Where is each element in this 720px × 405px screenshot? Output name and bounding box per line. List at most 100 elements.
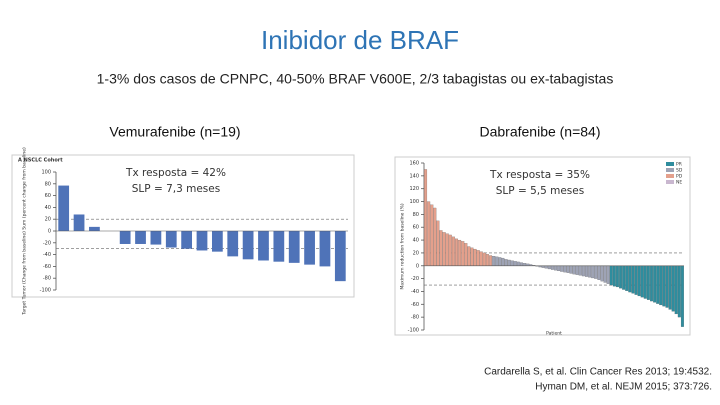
bar	[489, 255, 493, 266]
bar	[594, 265, 598, 279]
bar	[89, 226, 100, 231]
bar	[427, 201, 431, 266]
bar	[640, 265, 644, 298]
bar	[510, 260, 514, 266]
bar	[656, 265, 660, 304]
legend-swatch	[666, 168, 674, 172]
bar	[523, 263, 527, 266]
citation: Hyman DM, et al. NEJM 2015; 373:726.	[535, 382, 712, 393]
bar	[516, 261, 520, 266]
y-tick-label: -80	[43, 276, 51, 282]
bar	[448, 234, 452, 266]
bar	[495, 256, 499, 266]
bar	[557, 265, 561, 272]
bar	[504, 259, 508, 266]
bar	[665, 265, 669, 308]
bar	[165, 231, 177, 248]
legend-swatch	[666, 180, 674, 184]
y-axis-label: Maximum reduction from baseline (%)	[400, 203, 406, 290]
bar	[575, 265, 579, 275]
bar	[643, 265, 647, 299]
bar	[560, 265, 564, 272]
bar	[631, 265, 635, 294]
bar	[671, 265, 675, 312]
y-tick-label: 100	[41, 170, 51, 176]
bar	[73, 214, 85, 231]
legend-label: PR	[676, 162, 682, 168]
bar	[442, 232, 446, 266]
bar	[585, 265, 588, 277]
y-tick-label: -60	[43, 264, 51, 270]
bar	[544, 265, 548, 269]
bar	[615, 265, 619, 288]
bar	[498, 257, 502, 266]
bar	[628, 265, 632, 293]
bar	[606, 265, 610, 284]
bar	[482, 252, 486, 266]
y-tick-label: 140	[409, 173, 419, 179]
bar	[58, 185, 70, 231]
panel-frame	[394, 156, 691, 336]
y-tick-label: -20	[411, 276, 419, 282]
y-tick-label: 80	[413, 212, 419, 218]
bar	[492, 256, 496, 266]
bar	[609, 265, 613, 286]
y-tick-label: -20	[43, 240, 51, 246]
bar	[304, 231, 315, 265]
bar	[507, 259, 511, 266]
legend-swatch	[666, 162, 674, 166]
bar	[273, 231, 285, 262]
bar	[578, 265, 582, 276]
bar	[588, 265, 592, 278]
y-tick-label: -100	[408, 328, 419, 334]
bar	[680, 265, 684, 327]
bar	[554, 265, 558, 271]
y-axis-label: Target Tumor (Change from baseline) Sum …	[22, 147, 28, 316]
bar	[650, 265, 653, 302]
bar	[591, 265, 595, 279]
y-tick-label: 0	[48, 229, 51, 235]
subtitle: 1-3% dos casos de CPNPC, 40-50% BRAF V60…	[97, 71, 614, 87]
annotation: Tx resposta = 42%	[125, 167, 226, 179]
bar	[436, 220, 440, 266]
bar	[572, 265, 576, 275]
bar	[473, 248, 477, 266]
heading: Vemurafenibe (n=19)	[109, 124, 240, 140]
bar	[563, 265, 567, 273]
bar	[603, 265, 607, 283]
bar	[625, 265, 629, 291]
panel-title: A NSCLC Cohort	[18, 158, 63, 164]
bar	[242, 231, 254, 260]
y-tick-label: 40	[45, 205, 51, 211]
bar	[619, 265, 623, 289]
bar	[464, 243, 468, 266]
bar	[150, 231, 162, 245]
bar	[211, 231, 223, 252]
citation: Cardarella S, et al. Clin Cancer Res 201…	[484, 367, 712, 378]
bar	[597, 265, 601, 280]
y-tick-label: 20	[45, 217, 51, 223]
bar	[445, 233, 449, 266]
x-axis-label: Patient	[546, 331, 562, 337]
bar	[334, 231, 346, 282]
bar	[668, 265, 672, 310]
bar	[600, 265, 604, 282]
title: Inibidor de BRAF	[261, 25, 459, 55]
bar	[637, 265, 641, 297]
y-tick-label: 40	[413, 238, 419, 244]
y-tick-label: -40	[43, 252, 51, 258]
bar	[479, 251, 483, 266]
y-tick-label: 60	[413, 225, 419, 231]
bar	[677, 265, 681, 318]
bar	[181, 231, 193, 249]
legend-label: SD	[676, 168, 683, 174]
bar	[612, 265, 616, 287]
y-tick-label: -100	[40, 288, 51, 294]
bar	[674, 265, 678, 315]
bar	[451, 236, 455, 266]
annotation: SLP = 5,5 meses	[496, 185, 584, 197]
bar	[455, 238, 458, 266]
bar	[547, 265, 551, 270]
bar	[501, 257, 505, 266]
y-tick-label: 80	[45, 181, 51, 187]
